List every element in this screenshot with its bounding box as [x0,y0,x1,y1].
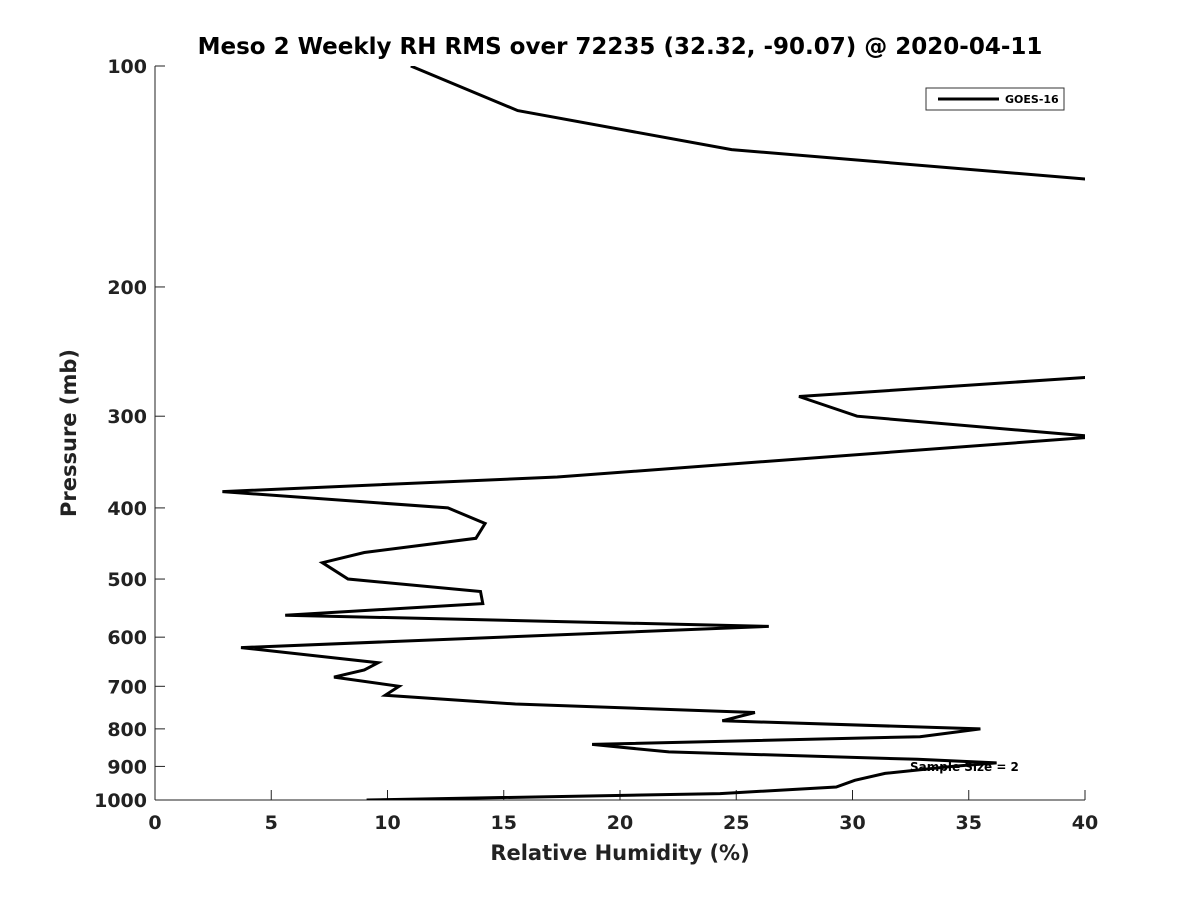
y-tick-label: 300 [107,406,147,428]
x-tick-label: 25 [723,812,749,834]
x-tick-label: 30 [839,812,865,834]
series-line-goes-16 [222,66,1085,800]
y-tick-label: 600 [107,627,147,649]
y-tick-label: 100 [107,56,147,78]
x-axis-label: Relative Humidity (%) [490,841,749,865]
x-tick-label: 0 [148,812,161,834]
y-tick-label: 200 [107,277,147,299]
y-tick-label: 800 [107,719,147,741]
x-tick-label: 10 [374,812,400,834]
legend-label-goes-16: GOES-16 [1005,93,1059,106]
y-axis-ticks: 100 200 300 400 500 600 700 800 900 1000 [94,56,165,812]
y-axis-label: Pressure (mb) [57,349,81,517]
x-tick-label: 40 [1072,812,1098,834]
x-axis-ticks: 0 5 10 15 20 25 30 35 40 [148,790,1098,834]
sample-size-annotation: Sample Size = 2 [910,760,1019,774]
x-tick-label: 35 [956,812,982,834]
chart-title: Meso 2 Weekly RH RMS over 72235 (32.32, … [198,34,1043,60]
y-tick-label: 500 [107,569,147,591]
y-tick-label: 700 [107,676,147,698]
x-tick-label: 15 [491,812,517,834]
y-tick-label: 900 [107,756,147,778]
plot-area [222,66,1085,800]
y-tick-label: 400 [107,498,147,520]
legend: GOES-16 [925,87,1065,111]
y-tick-label: 1000 [94,790,147,812]
x-tick-label: 20 [607,812,633,834]
x-tick-label: 5 [265,812,278,834]
